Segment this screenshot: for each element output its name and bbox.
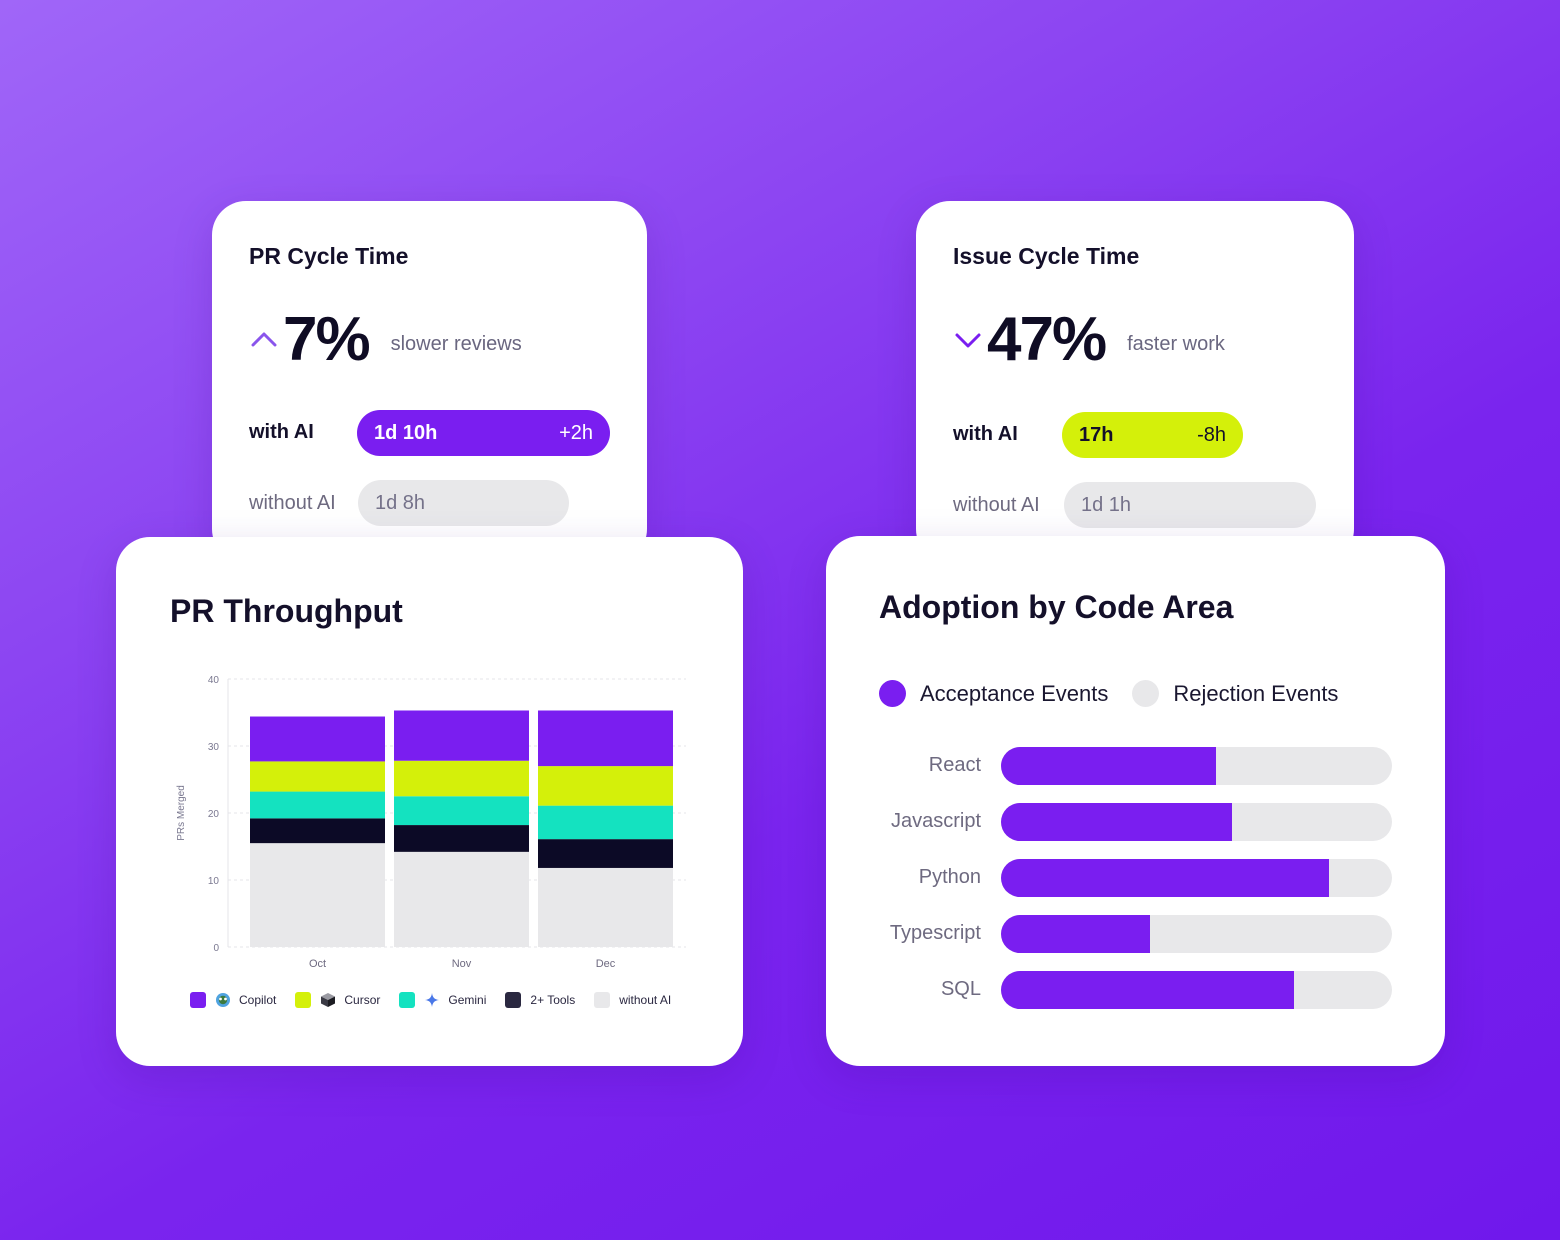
rejection-bar <box>1001 971 1392 1009</box>
acceptance-bar <box>1001 971 1295 1009</box>
bar-segment-gemini-oct <box>250 791 385 819</box>
y-tick-label: 30 <box>208 742 220 753</box>
adoption-row-label: Javascript <box>890 810 981 832</box>
bar-segment-without-ai-oct <box>250 843 385 947</box>
pr-without-ai-pill: 1d 8h <box>358 480 569 526</box>
adoption-row-sql: SQL <box>826 971 1445 1009</box>
pr-with-ai-delta: +2h <box>559 421 593 444</box>
bar-segment-gemini-dec <box>538 805 673 840</box>
legend-label-gemini: Gemini <box>448 993 487 1007</box>
pr-cycle-percent: 7% <box>283 305 371 374</box>
issue-with-ai-label: with AI <box>953 423 1018 445</box>
adoption-row-javascript: Javascript <box>826 803 1445 841</box>
bar-segment-without-ai-dec <box>538 867 673 947</box>
bar-segment-2-tools-dec <box>538 839 673 868</box>
pr-cycle-title: PR Cycle Time <box>249 243 409 269</box>
issue-with-ai-pill: 17h -8h <box>1062 412 1243 458</box>
pr-with-ai-pill: 1d 10h +2h <box>357 410 610 456</box>
bar-segment-copilot-dec <box>538 710 673 767</box>
rejection-bar <box>1001 915 1392 953</box>
issue-with-ai-delta: -8h <box>1197 423 1226 446</box>
legend-item-cursor[interactable]: Cursor <box>295 992 380 1008</box>
bar-segment-copilot-oct <box>250 716 385 762</box>
issue-cycle-description: faster work <box>1127 332 1225 355</box>
legend-item-2-tools[interactable]: 2+ Tools <box>505 992 575 1008</box>
legend-item-gemini[interactable]: Gemini <box>399 992 486 1008</box>
bar-segment-cursor-dec <box>538 766 673 806</box>
adoption-row-label: SQL <box>940 978 981 1000</box>
adoption-row-python: Python <box>826 859 1445 897</box>
adoption-row-label: Typescript <box>889 922 981 944</box>
rejection-bar <box>1001 747 1392 785</box>
acceptance-bar <box>1001 915 1150 953</box>
legend-item-without-ai[interactable]: without AI <box>594 992 671 1008</box>
acceptance-legend-label: Acceptance Events <box>920 680 1109 706</box>
legend-swatch-copilot <box>190 992 206 1008</box>
pr-throughput-title: PR Throughput <box>170 593 403 629</box>
rejection-bar <box>1001 859 1392 897</box>
pr-with-ai-label: with AI <box>249 421 314 443</box>
issue-cycle-title: Issue Cycle Time <box>953 243 1140 269</box>
bar-segment-2-tools-oct <box>250 818 385 844</box>
pr-cycle-time-card: PR Cycle Time 7% slower reviews with AI … <box>212 201 647 563</box>
bar-segment-cursor-nov <box>394 760 529 797</box>
issue-cycle-metric: 47% faster work <box>953 309 1225 371</box>
acceptance-legend-dot <box>879 680 906 707</box>
pr-with-ai-value: 1d 10h <box>374 421 438 444</box>
gemini-sparkle-icon <box>425 993 440 1007</box>
rejection-bar <box>1001 803 1392 841</box>
acceptance-bar <box>1001 747 1217 785</box>
y-tick-label: 40 <box>208 675 220 686</box>
y-tick-label: 10 <box>208 876 220 887</box>
copilot-icon <box>216 993 230 1007</box>
adoption-row-react: React <box>826 747 1445 785</box>
legend-swatch-gemini <box>399 992 416 1008</box>
y-tick-label: 20 <box>208 809 220 820</box>
chevron-down-icon <box>955 333 981 348</box>
issue-cycle-time-card: Issue Cycle Time 47% faster work with AI… <box>916 201 1354 563</box>
adoption-legend: Acceptance Events Rejection Events <box>879 680 1338 707</box>
y-axis-label: PRs Merged <box>176 785 187 841</box>
legend-swatch-2-tools <box>505 992 522 1008</box>
adoption-row-label: Python <box>918 866 981 888</box>
rejection-legend-dot <box>1132 680 1160 707</box>
issue-cycle-percent: 47% <box>987 305 1107 374</box>
pr-throughput-legend: Copilot Cursor Gemini 2+ Tools without A… <box>190 992 690 1008</box>
legend-label-copilot: Copilot <box>239 993 277 1007</box>
bar-segment-without-ai-nov <box>394 851 529 947</box>
legend-label-without-ai: without AI <box>619 993 672 1007</box>
pr-without-ai-value: 1d 8h <box>375 491 426 514</box>
bar-segment-copilot-nov <box>394 710 529 761</box>
legend-item-copilot[interactable]: Copilot <box>190 992 276 1008</box>
bar-segment-cursor-oct <box>250 761 385 792</box>
acceptance-bar <box>1001 803 1232 841</box>
pr-without-ai-label: without AI <box>249 492 336 514</box>
pr-throughput-chart: 0 10 20 30 40 PRs Merged Oct Nov Dec <box>176 675 686 970</box>
adoption-by-code-area-card: Adoption by Code Area Acceptance Events … <box>826 536 1445 1066</box>
y-tick-label: 0 <box>213 943 219 954</box>
issue-without-ai-value: 1d 1h <box>1081 493 1132 516</box>
legend-swatch-cursor <box>295 992 312 1008</box>
adoption-row-label: React <box>928 754 981 776</box>
legend-label-cursor: Cursor <box>344 993 381 1007</box>
pr-throughput-card: PR Throughput 0 10 20 30 40 PRs Merged Oct Nov D… <box>116 537 743 1066</box>
acceptance-bar <box>1001 859 1330 897</box>
chevron-up-icon <box>251 332 277 347</box>
x-tick-label: Nov <box>452 958 472 970</box>
pr-cycle-description: slower reviews <box>390 332 522 355</box>
bar-segment-2-tools-nov <box>394 825 529 852</box>
legend-label-2-tools: 2+ Tools <box>530 993 576 1007</box>
rejection-legend-label: Rejection Events <box>1173 680 1339 706</box>
issue-without-ai-pill: 1d 1h <box>1064 482 1316 528</box>
pr-cycle-metric: 7% slower reviews <box>249 309 522 371</box>
x-tick-label: Dec <box>596 958 616 970</box>
cursor-cube-icon <box>321 993 336 1007</box>
issue-with-ai-value: 17h <box>1079 423 1114 446</box>
bar-segment-gemini-nov <box>394 796 529 826</box>
x-tick-label: Oct <box>309 958 326 970</box>
legend-swatch-without-ai <box>594 992 611 1008</box>
adoption-row-typescript: Typescript <box>826 915 1445 953</box>
adoption-title: Adoption by Code Area <box>879 589 1234 625</box>
issue-without-ai-label: without AI <box>953 494 1040 516</box>
